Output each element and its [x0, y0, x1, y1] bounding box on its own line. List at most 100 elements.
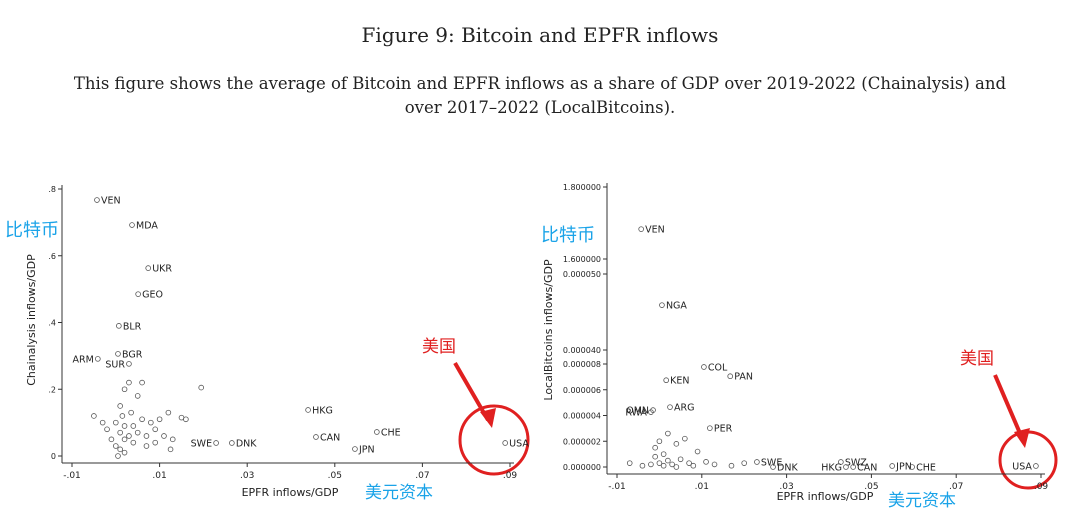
x-tick-label: .09: [503, 471, 518, 481]
point: [139, 416, 145, 423]
point: [152, 439, 159, 446]
point-label: UKR: [152, 264, 172, 275]
point: [126, 433, 132, 439]
point-label: SWE: [761, 457, 782, 468]
point: [129, 222, 135, 228]
y-tick-label: 1.800000: [563, 183, 601, 192]
point: [656, 438, 663, 445]
point-label: DNK: [777, 463, 798, 474]
point-label: VEN: [645, 225, 665, 236]
point: [652, 444, 658, 451]
point: [703, 459, 709, 465]
point-label: PAN: [734, 372, 753, 383]
point-label: HKG: [821, 463, 842, 474]
point: [143, 433, 150, 439]
point-label: COL: [708, 362, 728, 373]
point: [213, 440, 219, 446]
x-tick-label: .07: [415, 471, 429, 481]
point: [126, 361, 132, 367]
y-tick-label: 0.000004: [563, 412, 601, 421]
point-label: CHE: [381, 427, 401, 438]
point-label: OMN: [626, 406, 649, 417]
point: [108, 436, 115, 443]
arrow-head: [1014, 428, 1030, 448]
y-tick-label: .8: [48, 185, 56, 194]
point-label: JPN: [358, 444, 375, 455]
x-tick-label: -.01: [608, 482, 626, 492]
x-axis-title: EPFR inflows/GDP: [777, 490, 874, 503]
caption-line: over 2017–2022 (LocalBitcoins).: [405, 98, 676, 117]
point: [352, 446, 358, 452]
annotation: 比特币: [5, 220, 59, 241]
point-label: CAN: [320, 432, 340, 443]
x-tick-label: .07: [949, 482, 963, 492]
caption-line: This figure shows the average of Bitcoin…: [74, 74, 1007, 93]
annotation: 美国: [960, 349, 994, 369]
point: [648, 461, 654, 468]
point: [665, 430, 671, 437]
point-label: KEN: [670, 376, 689, 387]
point-label: PER: [714, 424, 733, 435]
point-label: ARG: [674, 403, 694, 414]
annotation: 美国: [422, 337, 456, 357]
point: [374, 429, 380, 435]
point: [119, 413, 126, 419]
point: [638, 226, 644, 232]
point: [727, 373, 734, 380]
point: [686, 460, 692, 466]
y-tick-label: .2: [48, 385, 56, 394]
point: [770, 464, 776, 470]
x-tick-label: -.01: [63, 471, 81, 481]
point: [134, 429, 141, 436]
point-label: MDA: [136, 221, 158, 232]
point-label: BLR: [123, 321, 142, 332]
point: [161, 433, 167, 439]
point: [659, 302, 665, 308]
point: [104, 426, 110, 433]
point: [117, 446, 123, 453]
point: [313, 434, 319, 440]
point: [667, 404, 673, 410]
point: [673, 441, 680, 447]
y-axis-title: Chainalysis inflows/GDP: [25, 254, 38, 386]
point-label: SWZ: [845, 457, 867, 468]
y-tick-label: 0.000002: [563, 437, 601, 446]
point: [167, 446, 174, 453]
point: [113, 419, 119, 426]
point: [656, 460, 663, 466]
point: [707, 425, 713, 431]
point-label: NGA: [666, 301, 687, 312]
y-tick-label: .6: [48, 252, 56, 261]
point: [1033, 463, 1039, 469]
x-axis-title: EPFR inflows/GDP: [242, 486, 339, 499]
y-axis-title: LocalBitcoins inflows/GDP: [542, 259, 555, 401]
point: [677, 456, 684, 463]
point: [838, 459, 844, 465]
point: [711, 461, 718, 468]
point: [663, 377, 669, 384]
point: [909, 464, 915, 470]
point: [648, 409, 654, 415]
annotation: 美元资本: [888, 491, 956, 511]
point-label: USA: [509, 438, 529, 449]
point: [669, 461, 675, 468]
point: [728, 462, 735, 469]
point: [115, 351, 121, 357]
x-tick-label: .01: [695, 482, 709, 492]
point: [113, 443, 119, 449]
point: [152, 426, 159, 433]
point: [843, 464, 849, 470]
point: [305, 407, 311, 413]
point: [145, 265, 152, 271]
point-label: JPN: [895, 461, 912, 472]
point: [639, 462, 646, 469]
point: [229, 440, 235, 446]
highlight-circle: [458, 404, 530, 476]
point: [665, 457, 671, 464]
point: [673, 464, 680, 470]
point: [126, 379, 132, 386]
y-tick-label: 0.000006: [563, 386, 601, 395]
point: [128, 409, 134, 416]
point: [121, 386, 128, 393]
